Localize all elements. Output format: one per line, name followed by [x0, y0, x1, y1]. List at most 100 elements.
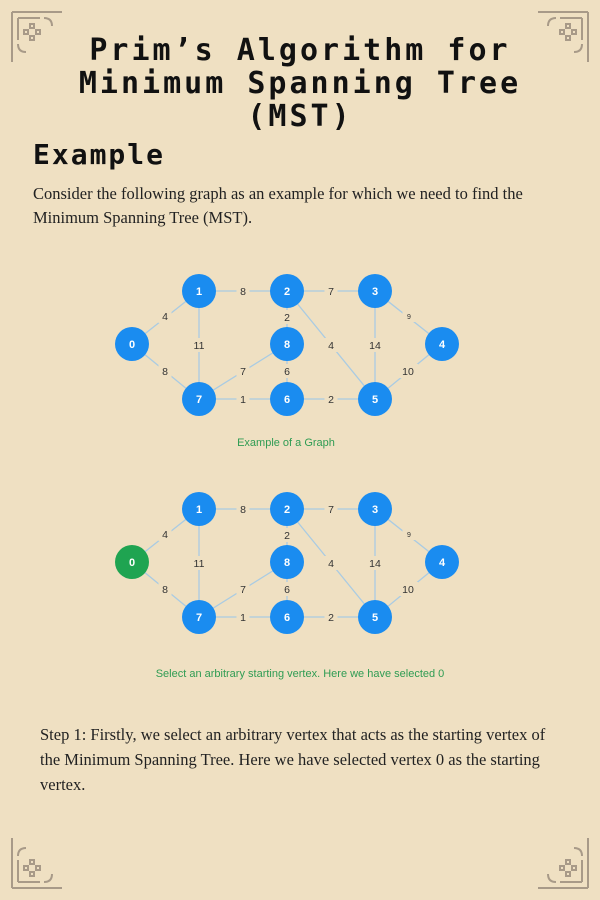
- vertex-label: 4: [439, 557, 446, 569]
- vertex-circle: [115, 545, 149, 579]
- corner-ornament-icon: [536, 10, 590, 64]
- edge-weight-label: 4: [328, 340, 334, 352]
- vertex-circle: [270, 545, 304, 579]
- edge-weight-label: 8: [162, 584, 168, 596]
- edge-weight-label: 7: [328, 504, 334, 516]
- vertex-circle: [270, 382, 304, 416]
- edge-weight-background: [189, 556, 209, 570]
- vertex-5: 5: [358, 600, 392, 634]
- vertex-circle: [425, 327, 459, 361]
- edge-weight-background: [189, 338, 209, 352]
- vertex-6: 6: [270, 382, 304, 416]
- edge-weight-label: 2: [284, 312, 290, 324]
- edge-weight-background: [398, 582, 418, 596]
- vertex-label: 0: [129, 557, 135, 569]
- edge-weight-label: 4: [162, 529, 168, 541]
- edge-weight-label: 9: [407, 314, 411, 321]
- vertex-label: 3: [372, 504, 378, 516]
- edge-weight-label: 11: [194, 340, 205, 352]
- vertex-label: 5: [372, 612, 378, 624]
- edge-weight-label: 6: [284, 366, 290, 378]
- vertex-2: 2: [270, 274, 304, 308]
- edge-weight-label: 6: [284, 584, 290, 596]
- vertex-0: 0: [115, 327, 149, 361]
- vertex-label: 6: [284, 394, 290, 406]
- vertex-circle: [182, 382, 216, 416]
- edge-weight-background: [324, 610, 338, 624]
- edge-weight-label: 7: [328, 286, 334, 298]
- edge-weight-background: [158, 527, 172, 541]
- edge-weight-background: [158, 309, 172, 323]
- vertex-3: 3: [358, 274, 392, 308]
- vertex-7: 7: [182, 600, 216, 634]
- edge-weight-label: 14: [369, 340, 381, 352]
- edge-weight-background: [280, 310, 294, 324]
- corner-ornament-icon: [10, 10, 64, 64]
- edge-weight-label: 2: [328, 612, 334, 624]
- edge-weight-background: [324, 284, 338, 298]
- vertex-label: 4: [439, 339, 446, 351]
- vertex-8: 8: [270, 327, 304, 361]
- vertex-circle: [115, 327, 149, 361]
- edge-weight-background: [280, 364, 294, 378]
- vertex-8: 8: [270, 545, 304, 579]
- vertex-circle: [358, 492, 392, 526]
- edge-weight-background: [402, 308, 416, 322]
- edge-weight-background: [324, 502, 338, 516]
- edge-weight-label: 1: [240, 394, 246, 406]
- edge-weight-background: [365, 338, 385, 352]
- vertex-label: 6: [284, 612, 290, 624]
- vertex-circle: [358, 600, 392, 634]
- vertex-1: 1: [182, 274, 216, 308]
- vertex-label: 8: [284, 339, 290, 351]
- vertex-circle: [270, 274, 304, 308]
- corner-ornament-icon: [536, 836, 590, 890]
- vertex-label: 2: [284, 286, 290, 298]
- vertex-label: 2: [284, 504, 290, 516]
- edge-weight-background: [365, 556, 385, 570]
- corner-ornament-icon: [10, 836, 64, 890]
- edge-weight-label: 11: [194, 558, 205, 570]
- graph-caption: Select an arbitrary starting vertex. Her…: [155, 668, 445, 680]
- vertex-0: 0: [115, 545, 149, 579]
- step-paragraph: Step 1: Firstly, we select an arbitrary …: [40, 725, 546, 794]
- graph-caption: Example of a Graph: [237, 437, 335, 449]
- start-vertex-graph-diagram: 4 8 8 11 7 2 4 9 14 10 2 1 6 7 0 1 2 3 4 5 6 7 8: [0, 480, 600, 680]
- edge-weight-background: [398, 364, 418, 378]
- edge-weight-label: 7: [240, 584, 246, 596]
- vertex-5: 5: [358, 382, 392, 416]
- edge-weight-background: [236, 364, 250, 378]
- edge-weight-background: [236, 582, 250, 596]
- edge-weight-background: [280, 582, 294, 596]
- edge-weight-label: 9: [407, 532, 411, 539]
- edge-weight-background: [324, 392, 338, 406]
- edge-weight-label: 10: [402, 584, 414, 596]
- edge-weight-background: [158, 364, 172, 378]
- vertex-circle: [270, 600, 304, 634]
- vertex-label: 1: [196, 504, 202, 516]
- vertex-label: 7: [196, 612, 202, 624]
- vertex-label: 8: [284, 557, 290, 569]
- vertex-circle: [182, 600, 216, 634]
- vertex-label: 0: [129, 339, 135, 351]
- vertex-circle: [358, 274, 392, 308]
- vertex-3: 3: [358, 492, 392, 526]
- page-title: Prim’s Algorithm for Minimum Spanning Tr…: [78, 33, 522, 134]
- edge-weight-label: 1: [240, 612, 246, 624]
- edge-weight-background: [280, 528, 294, 542]
- edge-weight-background: [158, 582, 172, 596]
- vertex-circle: [270, 492, 304, 526]
- edge-weight-label: 8: [240, 286, 246, 298]
- vertex-label: 3: [372, 286, 378, 298]
- vertex-4: 4: [425, 327, 459, 361]
- vertex-circle: [270, 327, 304, 361]
- vertex-circle: [182, 492, 216, 526]
- vertex-circle: [182, 274, 216, 308]
- vertex-7: 7: [182, 382, 216, 416]
- edge-weight-label: 2: [328, 394, 334, 406]
- edge-weight-label: 4: [328, 558, 334, 570]
- edge-weight-background: [236, 610, 250, 624]
- vertex-4: 4: [425, 545, 459, 579]
- vertex-label: 5: [372, 394, 378, 406]
- edge-weight-label: 14: [369, 558, 381, 570]
